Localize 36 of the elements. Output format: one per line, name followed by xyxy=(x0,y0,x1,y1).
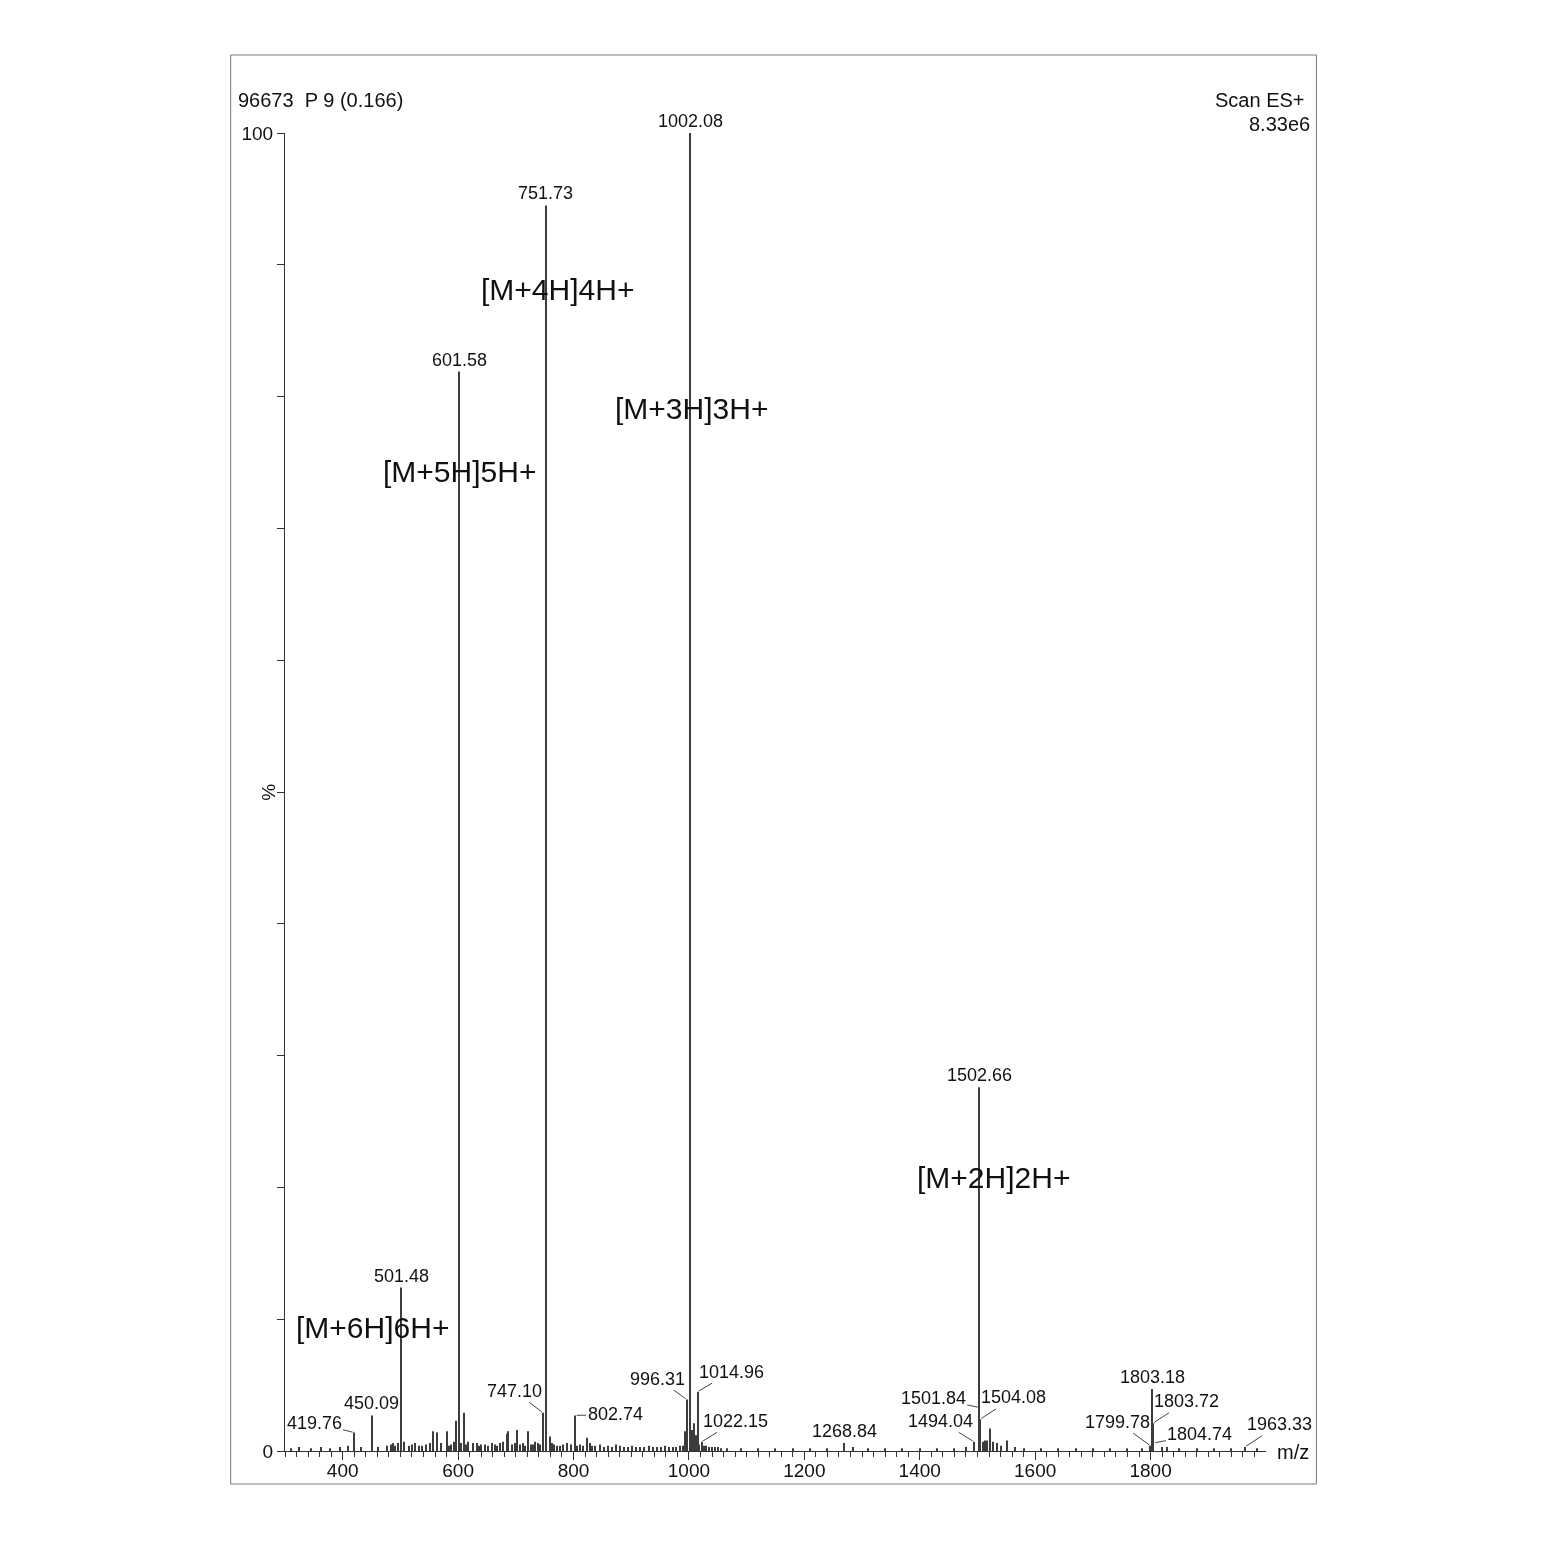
y-tick-label: 100 xyxy=(241,122,274,144)
text: Scan ES+ xyxy=(1215,89,1305,111)
x-tick-label: 1600 xyxy=(1014,1459,1057,1481)
annotation: 1804.74 xyxy=(1167,1424,1233,1444)
annotation: 1799.78 xyxy=(1085,1412,1151,1432)
annotation: 747.10 xyxy=(487,1381,543,1401)
annotation: 1502.66 xyxy=(947,1065,1013,1085)
annotation: 1022.15 xyxy=(703,1411,769,1431)
x-tick-label: 400 xyxy=(326,1459,359,1481)
x-tick-label: 1000 xyxy=(667,1459,711,1481)
chart-title: 96673 P 9 (0.166) xyxy=(238,89,404,111)
x-tick-label: 1800 xyxy=(1129,1459,1172,1481)
annotation: 751.73 xyxy=(518,183,574,203)
x-tick-label: 1200 xyxy=(783,1459,826,1481)
annotation: 1268.84 xyxy=(812,1421,878,1441)
x-axis-title: m/z xyxy=(1277,1441,1310,1463)
annotation: 1963.33 xyxy=(1247,1414,1313,1434)
annotation: 1014.96 xyxy=(699,1362,765,1382)
annotation: 1501.84 xyxy=(901,1388,967,1408)
y-axis-title: % xyxy=(257,783,279,801)
x-tick-label: 600 xyxy=(442,1459,474,1481)
x-tick-label: 800 xyxy=(557,1459,590,1481)
annotation: 996.31 xyxy=(630,1369,686,1389)
annotation: 419.76 xyxy=(287,1413,343,1433)
x-tick-label: 1400 xyxy=(898,1459,941,1481)
annotation: 601.58 xyxy=(432,350,488,370)
annotation: 1494.04 xyxy=(908,1411,974,1431)
annotation: 1504.08 xyxy=(981,1387,1047,1407)
annotation: 1803.72 xyxy=(1154,1391,1220,1411)
annotation: 8.33e6 xyxy=(1249,113,1311,135)
y-tick-label: 0 xyxy=(262,1440,274,1462)
annotation: 802.74 xyxy=(588,1404,644,1424)
annotation: 501.48 xyxy=(374,1266,430,1286)
annotation: 1803.18 xyxy=(1120,1367,1186,1387)
annotation: 450.09 xyxy=(344,1393,400,1413)
annotation: 1002.08 xyxy=(658,111,724,131)
